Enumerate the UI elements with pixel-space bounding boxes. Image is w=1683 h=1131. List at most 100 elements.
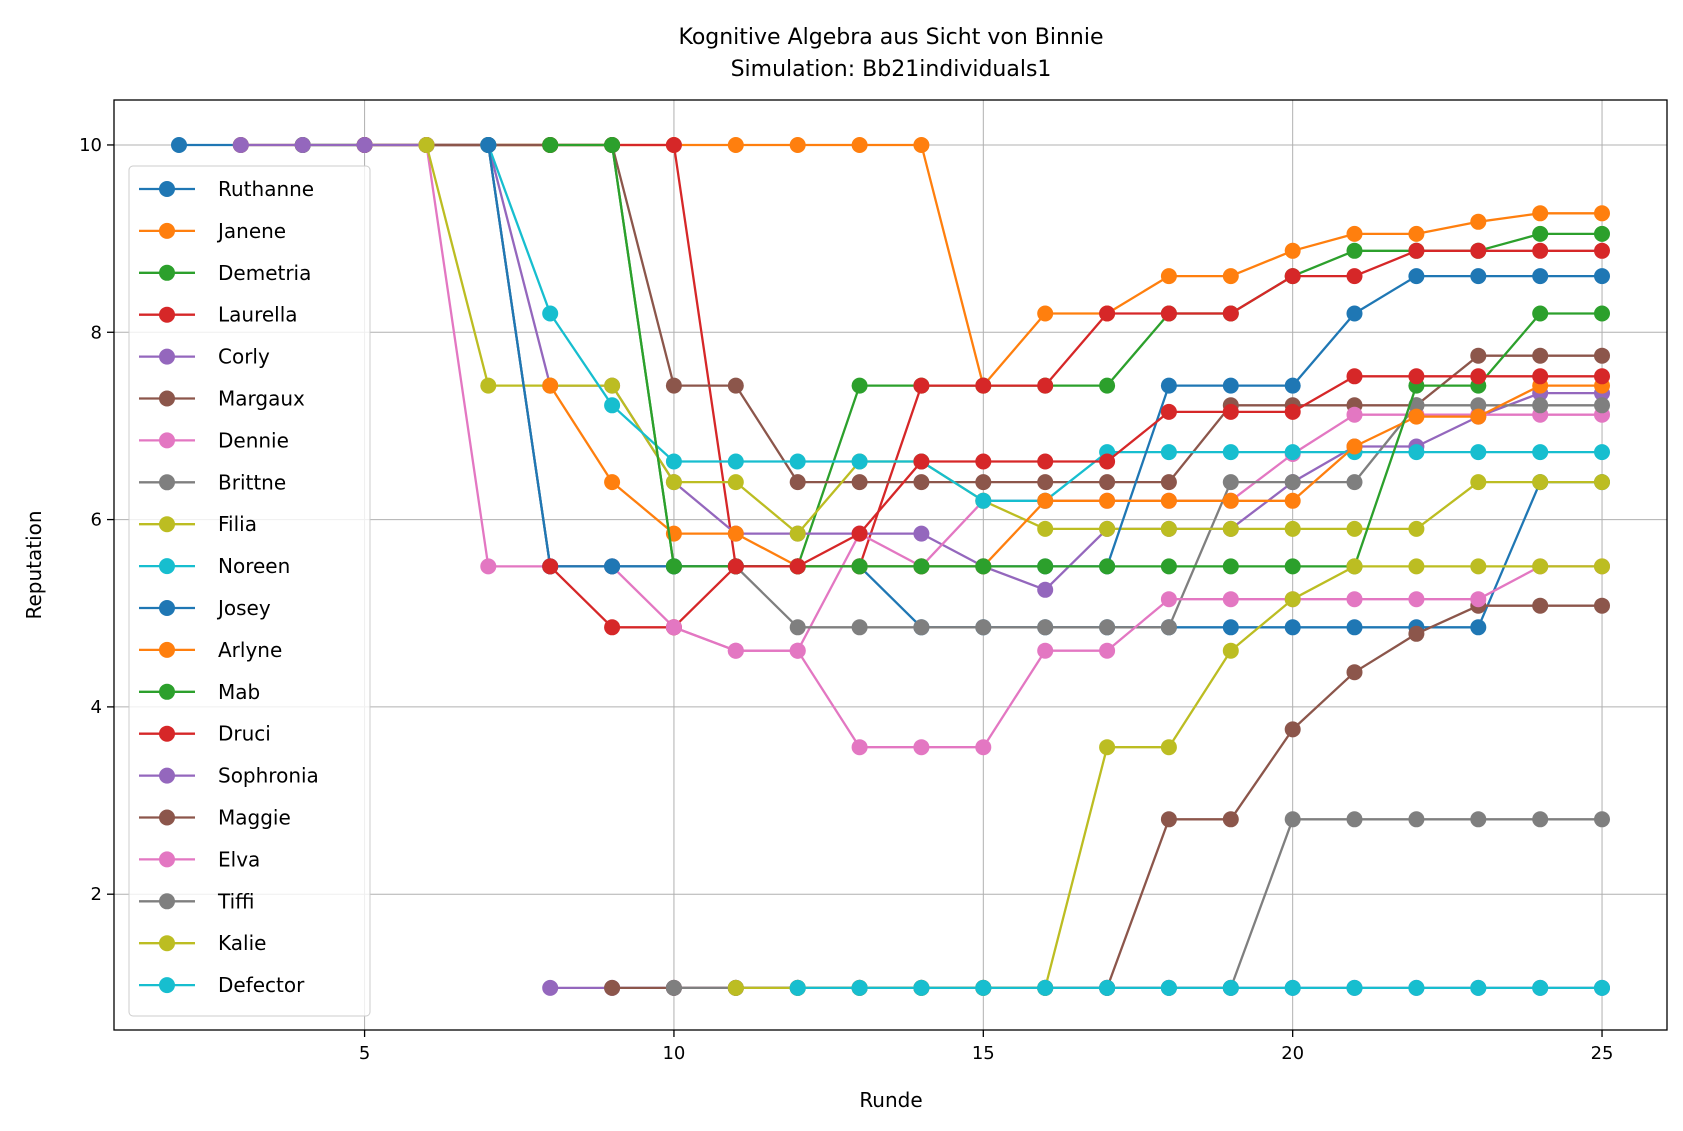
data-point-druci: [1470, 368, 1487, 385]
data-point-mab: [1037, 558, 1054, 575]
data-point-noreen: [1222, 444, 1239, 461]
data-point-josey: [604, 558, 621, 575]
data-point-noreen: [851, 453, 868, 470]
data-point-mab: [665, 558, 682, 575]
data-point-elva: [913, 739, 930, 756]
series-lines: [171, 137, 1610, 996]
legend-label: Defector: [218, 973, 305, 997]
data-point-brittne: [1037, 619, 1054, 636]
x-tick-label: 15: [972, 1043, 995, 1064]
data-point-mab: [1594, 305, 1610, 322]
data-point-druci: [1099, 453, 1116, 470]
data-point-maggie: [1408, 625, 1425, 642]
data-point-noreen: [789, 453, 806, 470]
legend-entry-sophronia: Sophronia: [139, 764, 319, 788]
data-point-noreen: [975, 492, 992, 509]
data-point-kalie: [1408, 558, 1425, 575]
data-point-druci: [727, 558, 744, 575]
legend-label: Janene: [216, 219, 286, 243]
data-point-kalie: [1346, 558, 1363, 575]
data-point-mab: [542, 137, 559, 153]
legend-marker: [159, 222, 175, 239]
legend-marker: [159, 181, 175, 197]
y-tick-label: 4: [91, 697, 102, 718]
legend-marker: [159, 683, 175, 700]
data-point-josey: [1284, 377, 1301, 394]
chart-title: Kognitive Algebra aus Sicht von Binnie: [678, 25, 1103, 50]
series-line-elva: [673, 565, 1602, 749]
legend-marker: [159, 432, 175, 449]
data-point-druci: [1222, 403, 1239, 420]
data-point-ruthanne: [1222, 619, 1239, 636]
data-point-druci: [1037, 453, 1054, 470]
data-point-janene: [1284, 242, 1301, 259]
data-point-druci: [975, 453, 992, 470]
legend-marker: [159, 474, 175, 491]
data-point-arlyne: [604, 474, 621, 491]
legend-label: Mab: [218, 680, 260, 704]
data-point-corly: [913, 525, 930, 542]
data-point-noreen: [604, 397, 621, 414]
data-point-filia: [665, 474, 682, 491]
data-point-filia: [1037, 520, 1054, 537]
data-point-corly: [1037, 581, 1054, 598]
data-point-elva: [1037, 642, 1054, 659]
data-point-dennie: [1346, 406, 1363, 423]
data-point-demetria: [1099, 377, 1116, 394]
legend-marker: [159, 516, 175, 533]
legend-entry-filia: Filia: [139, 512, 257, 536]
data-point-laurella: [913, 377, 930, 394]
legend-label: Josey: [216, 596, 271, 620]
data-point-tiffi: [1346, 811, 1363, 828]
data-point-laurella: [1160, 305, 1177, 322]
y-tick-label: 6: [91, 510, 102, 531]
data-point-filia: [1222, 520, 1239, 537]
data-point-brittne: [1532, 397, 1549, 414]
data-point-laurella: [975, 377, 992, 394]
data-point-kalie: [1284, 591, 1301, 608]
y-axis-label: Reputation: [22, 510, 46, 619]
data-point-josey: [1222, 377, 1239, 394]
legend-marker: [159, 977, 175, 994]
data-point-kalie: [1594, 558, 1610, 575]
data-point-kalie: [1160, 739, 1177, 756]
data-point-laurella: [1594, 242, 1610, 259]
data-point-kalie: [1470, 558, 1487, 575]
data-point-filia: [1284, 520, 1301, 537]
legend-entry-arlyne: Arlyne: [139, 638, 282, 662]
data-point-maggie: [1346, 664, 1363, 681]
data-point-laurella: [1099, 305, 1116, 322]
data-point-margaux: [1470, 347, 1487, 364]
data-point-defector: [1470, 979, 1487, 996]
data-point-mab: [1532, 305, 1549, 322]
data-point-ruthanne: [1470, 619, 1487, 636]
data-point-maggie: [604, 979, 621, 996]
data-point-defector: [1284, 979, 1301, 996]
legend-entry-druci: Druci: [139, 722, 271, 746]
legend-entry-margaux: Margaux: [139, 387, 305, 411]
data-point-mab: [1160, 558, 1177, 575]
legend-label: Demetria: [218, 261, 311, 285]
legend-entry-kalie: Kalie: [139, 931, 266, 955]
data-point-tiffi: [665, 979, 682, 996]
data-point-dennie: [480, 558, 497, 575]
legend-entry-tiffi: Tiffi: [139, 889, 255, 913]
data-point-josey: [1160, 377, 1177, 394]
data-point-arlyne: [542, 377, 559, 394]
data-point-defector: [1408, 979, 1425, 996]
data-point-filia: [1594, 474, 1610, 491]
data-point-elva: [789, 642, 806, 659]
data-point-brittne: [1594, 397, 1610, 414]
legend-label: Kalie: [218, 931, 266, 955]
data-point-filia: [418, 137, 435, 153]
data-point-mab: [913, 558, 930, 575]
data-point-brittne: [1222, 474, 1239, 491]
data-point-maggie: [1284, 721, 1301, 738]
data-point-brittne: [1470, 397, 1487, 414]
data-point-corly: [294, 137, 311, 153]
y-tick-label: 10: [79, 135, 102, 156]
data-point-laurella: [1222, 305, 1239, 322]
data-point-janene: [789, 137, 806, 153]
data-point-druci: [851, 525, 868, 542]
data-point-janene: [1160, 268, 1177, 285]
